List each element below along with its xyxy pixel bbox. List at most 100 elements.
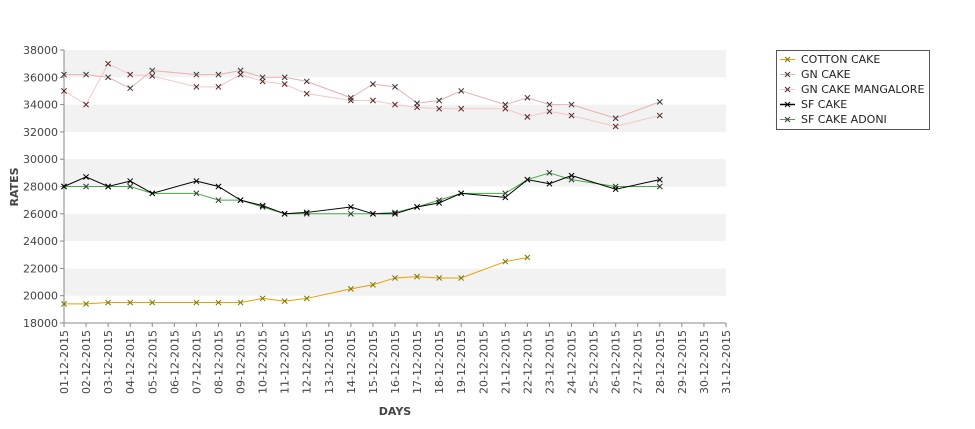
data-point: [83, 183, 90, 190]
data-point: [546, 169, 553, 176]
data-point: [502, 258, 509, 265]
data-point: [281, 210, 288, 217]
legend-swatch: [780, 116, 795, 123]
x-tick-label: 31-12-2015: [720, 330, 733, 394]
data-point: [546, 180, 553, 187]
y-axis-label: RATES: [8, 167, 21, 206]
data-point: [105, 183, 112, 190]
grid-band: [64, 268, 726, 296]
x-tick-label: 04-12-2015: [124, 330, 137, 394]
data-point: [502, 101, 509, 108]
grid-band: [64, 104, 726, 132]
y-tick-label: 32000: [23, 126, 58, 139]
data-point: [612, 183, 619, 190]
data-point: [281, 298, 288, 305]
data-point: [546, 101, 553, 108]
data-point: [215, 71, 222, 78]
data-point: [524, 176, 531, 183]
data-point: [237, 67, 244, 74]
x-tick-label: 07-12-2015: [190, 330, 203, 394]
data-point: [193, 71, 200, 78]
data-point: [369, 97, 376, 104]
legend-item: COTTON CAKE: [777, 52, 929, 67]
legend-swatch: [780, 101, 795, 108]
legend-label: SF CAKE ADONI: [801, 113, 887, 126]
x-tick-label: 23-12-2015: [543, 330, 556, 394]
data-point: [347, 204, 354, 210]
x-tick-label: 03-12-2015: [102, 330, 115, 394]
grid-band: [64, 159, 726, 187]
x-tick-label: 17-12-2015: [411, 330, 424, 394]
data-point: [436, 275, 443, 281]
data-point: [303, 78, 310, 85]
data-point: [347, 285, 354, 292]
data-point: [568, 172, 575, 179]
y-tick-label: 24000: [23, 235, 58, 248]
data-point: [392, 83, 398, 90]
data-point: [127, 183, 134, 190]
data-point: [61, 300, 67, 307]
data-point: [347, 94, 354, 101]
data-point: [656, 183, 663, 190]
x-tick-label: 20-12-2015: [477, 330, 490, 394]
legend-item: SF CAKE ADONI: [777, 112, 929, 127]
data-point: [193, 178, 200, 184]
x-tick-label: 19-12-2015: [455, 330, 468, 394]
y-tick-label: 20000: [23, 290, 58, 303]
data-point: [193, 83, 200, 90]
legend-swatch: [780, 86, 795, 93]
data-point: [215, 299, 222, 306]
y-tick-label: 22000: [23, 262, 58, 275]
x-tick-label: 13-12-2015: [323, 330, 336, 394]
data-point: [149, 299, 156, 306]
y-tick-label: 34000: [23, 99, 58, 112]
data-point: [524, 94, 531, 101]
y-axis: 18000 20000 22000 24000 26000 28000 30000 32000…: [23, 44, 65, 330]
data-point: [215, 83, 222, 90]
data-point: [237, 299, 244, 306]
x-tick-label: 24-12-2015: [566, 330, 579, 394]
legend-item: SF CAKE: [777, 97, 929, 112]
legend-item: GN CAKE MANGALORE: [777, 82, 929, 97]
data-point: [259, 74, 266, 81]
data-point: [105, 60, 112, 67]
data-point: [303, 210, 310, 217]
y-tick-label: 28000: [23, 181, 58, 194]
data-point: [215, 197, 222, 204]
data-point: [127, 299, 134, 306]
legend-swatch: [780, 71, 795, 78]
x-tick-label: 05-12-2015: [146, 330, 159, 394]
data-point: [83, 101, 90, 108]
data-point: [414, 204, 421, 210]
x-tick-label: 10-12-2015: [257, 330, 270, 394]
data-point: [259, 204, 266, 210]
data-point: [83, 173, 90, 180]
x-tick-label: 22-12-2015: [521, 330, 534, 394]
data-point: [193, 299, 200, 306]
data-point: [392, 275, 398, 281]
data-point: [436, 199, 443, 206]
grid-band: [64, 50, 726, 78]
data-point: [259, 202, 266, 209]
data-point: [149, 72, 156, 79]
legend: COTTON CAKE GN CAKE GN CAKE MANGALORE SF CA…: [776, 50, 930, 130]
data-point: [568, 112, 575, 119]
data-point: [436, 197, 443, 204]
x-tick-label: 21-12-2015: [499, 330, 512, 394]
grid-band: [64, 213, 726, 242]
legend-label: GN CAKE MANGALORE: [801, 83, 925, 96]
data-point: [61, 87, 67, 94]
x-tick-label: 11-12-2015: [279, 330, 292, 394]
x-tick-label: 18-12-2015: [433, 330, 446, 394]
data-point: [612, 186, 619, 193]
data-point: [656, 112, 663, 119]
data-point: [303, 209, 310, 216]
x-tick-label: 27-12-2015: [632, 330, 645, 394]
x-tick-label: 09-12-2015: [235, 330, 248, 394]
data-point: [392, 210, 398, 217]
series-markers: [61, 60, 663, 307]
legend-label: GN CAKE: [801, 68, 851, 81]
x-tick-label: 08-12-2015: [212, 330, 225, 394]
legend-label: COTTON CAKE: [801, 53, 881, 66]
x-tick-label: 25-12-2015: [588, 330, 601, 394]
